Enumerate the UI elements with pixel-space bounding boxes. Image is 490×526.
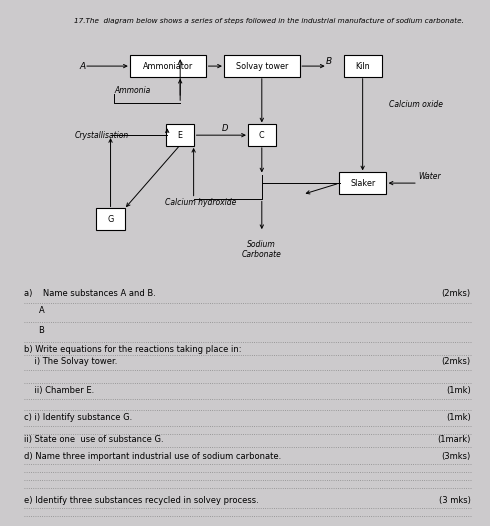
Text: 17.The  diagram below shows a series of steps followed in the industrial manufac: 17.The diagram below shows a series of s…: [74, 18, 464, 24]
Text: Slaker: Slaker: [350, 179, 375, 188]
Text: Ammoniator: Ammoniator: [143, 62, 193, 70]
Text: (1mk): (1mk): [446, 386, 471, 395]
Text: Water: Water: [418, 172, 441, 181]
Text: (2mks): (2mks): [441, 358, 471, 367]
FancyBboxPatch shape: [130, 55, 206, 77]
FancyBboxPatch shape: [223, 55, 300, 77]
Text: (3mks): (3mks): [441, 452, 471, 461]
Text: B: B: [326, 57, 332, 66]
Text: E: E: [178, 130, 183, 140]
Text: (3 mks): (3 mks): [439, 495, 471, 504]
FancyBboxPatch shape: [247, 124, 276, 146]
Text: a)    Name substances A and B.: a) Name substances A and B.: [24, 289, 156, 298]
Text: ii) State one  use of substance G.: ii) State one use of substance G.: [24, 435, 164, 444]
FancyBboxPatch shape: [339, 173, 387, 194]
Text: d) Name three important industrial use of sodium carbonate.: d) Name three important industrial use o…: [24, 452, 281, 461]
Text: (2mks): (2mks): [441, 289, 471, 298]
Text: A: A: [39, 306, 44, 315]
Text: Kiln: Kiln: [355, 62, 370, 70]
FancyBboxPatch shape: [166, 124, 195, 146]
Text: C: C: [259, 130, 265, 140]
FancyBboxPatch shape: [97, 208, 125, 230]
Text: ii) Chamber E.: ii) Chamber E.: [24, 386, 95, 395]
Text: b) Write equations for the reactions taking place in:: b) Write equations for the reactions tak…: [24, 345, 242, 354]
FancyBboxPatch shape: [343, 55, 382, 77]
Text: c) i) Identify substance G.: c) i) Identify substance G.: [24, 413, 132, 422]
Text: A: A: [79, 62, 85, 70]
Text: Crystallisation: Crystallisation: [74, 130, 129, 140]
Text: (1mk): (1mk): [446, 413, 471, 422]
Text: Calcium oxide: Calcium oxide: [389, 100, 443, 109]
Text: Ammonia: Ammonia: [114, 86, 150, 95]
Text: D: D: [221, 125, 228, 134]
Text: G: G: [107, 215, 114, 224]
Text: Calcium hydroxide: Calcium hydroxide: [165, 198, 237, 207]
Text: (1mark): (1mark): [437, 435, 471, 444]
Text: e) Identify three substances recycled in solvey process.: e) Identify three substances recycled in…: [24, 495, 259, 504]
Text: i) The Solvay tower.: i) The Solvay tower.: [24, 358, 118, 367]
Text: Sodium
Carbonate: Sodium Carbonate: [242, 240, 282, 259]
Text: B: B: [39, 326, 45, 335]
Text: Solvay tower: Solvay tower: [236, 62, 288, 70]
